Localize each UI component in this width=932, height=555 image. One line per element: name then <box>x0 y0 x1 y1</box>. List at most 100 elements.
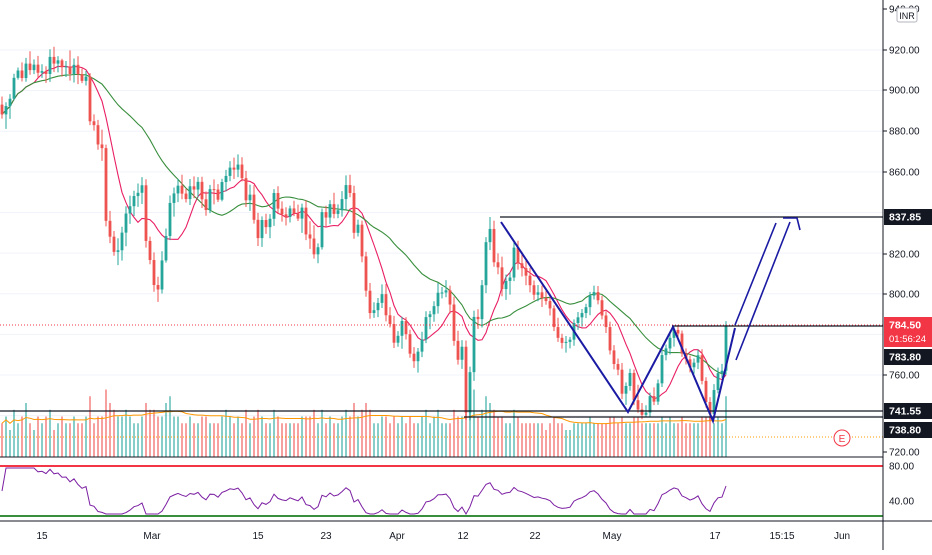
x-tick-label: Apr <box>389 531 405 542</box>
candle-body <box>476 316 480 320</box>
volume-bar <box>433 416 435 457</box>
volume-ma-line <box>1 410 727 425</box>
candle-body <box>44 71 48 74</box>
candle-body <box>164 236 168 261</box>
candle-body <box>108 220 112 237</box>
volume-bar <box>417 423 419 457</box>
volume-bar <box>569 430 571 457</box>
candle-body <box>64 66 68 68</box>
candles[interactable] <box>0 46 728 421</box>
candle-body <box>100 144 104 149</box>
currency-badge-box <box>896 7 918 23</box>
candle-body <box>380 294 384 303</box>
price-axis[interactable]: 940.00920.00900.00880.00860.00820.00800.… <box>882 0 920 550</box>
volume-bar <box>505 423 507 457</box>
candle-body <box>36 64 40 73</box>
volume-bar <box>561 423 563 457</box>
candle-body <box>56 60 60 64</box>
rsi-tick-label: 40.00 <box>889 497 914 508</box>
volume-bar <box>617 423 619 457</box>
candle-body <box>720 370 724 374</box>
price-label-837-85: 837.85 <box>884 209 932 225</box>
volume-bar <box>589 416 591 457</box>
volume-bar <box>397 423 399 457</box>
candle-body <box>568 339 572 342</box>
volume-bar <box>653 423 655 457</box>
candle-body <box>160 260 164 290</box>
moving-averages <box>1 65 727 400</box>
candle-body <box>332 204 336 214</box>
time-axis[interactable]: 15 Mar 15 23 Apr 12 22 May 17 15:15 Jun <box>36 531 850 542</box>
volume-bar <box>277 416 279 457</box>
candle-body <box>508 277 512 281</box>
candle-body <box>452 304 456 341</box>
volume-bar <box>53 430 55 457</box>
volume-bar <box>249 423 251 457</box>
volume-bar <box>233 423 235 457</box>
volume-bar <box>549 423 551 457</box>
volume-bar <box>121 416 123 457</box>
candle-body <box>392 324 396 343</box>
volume-bar <box>521 423 523 457</box>
candle-body <box>708 402 712 414</box>
candle-body <box>264 220 268 228</box>
candle-body <box>184 193 188 200</box>
candle-body <box>644 412 648 415</box>
volume-bar <box>193 423 195 457</box>
volume-bar <box>29 423 31 457</box>
candle-body <box>276 193 280 209</box>
volume-bar <box>457 416 459 457</box>
candle-body <box>148 240 152 261</box>
w-pattern-line <box>500 221 736 425</box>
candle-body <box>28 63 32 71</box>
candle-body <box>704 380 708 403</box>
volume-bar <box>697 423 699 457</box>
y-tick-label: 860.00 <box>889 168 920 179</box>
candle-body <box>304 207 308 235</box>
candle-body <box>532 285 536 295</box>
candle-body <box>132 196 136 207</box>
candle-body <box>552 308 556 328</box>
candle-body <box>716 373 720 391</box>
grid <box>0 49 883 417</box>
volume-ma <box>0 410 883 438</box>
candle-body <box>188 186 192 200</box>
earnings-letter: E <box>839 434 846 445</box>
volume-bar <box>213 423 215 457</box>
volume-bar <box>453 409 455 457</box>
candle-body <box>400 320 404 336</box>
candle-body <box>612 350 616 365</box>
volume-bar <box>481 409 483 457</box>
candle-body <box>280 208 284 215</box>
x-tick-label: Mar <box>143 531 161 542</box>
volume-bar <box>181 423 183 457</box>
candle-body <box>0 104 4 115</box>
volume-bar <box>353 403 355 457</box>
volume-bar <box>105 389 107 457</box>
candle-body <box>632 372 636 401</box>
price-label-value: 738.80 <box>889 425 921 437</box>
volume-bar <box>1 423 3 457</box>
pattern-drawing[interactable]: E <box>500 217 851 447</box>
candle-body <box>128 206 132 214</box>
volume-bar <box>93 423 95 457</box>
volume-bar <box>373 423 375 457</box>
candle-body <box>620 369 624 394</box>
volume-bar <box>69 423 71 457</box>
price-label-box <box>884 422 932 438</box>
candle-body <box>252 194 256 220</box>
volume-bar <box>253 416 255 457</box>
price-label-countdown: 01:56:24 <box>889 334 926 345</box>
candle-body <box>140 185 144 193</box>
candle-body <box>628 372 632 386</box>
volume-bar <box>17 423 19 457</box>
candle-body <box>564 341 568 343</box>
volume-bar <box>677 423 679 457</box>
volume-bar <box>637 416 639 457</box>
volume-bar <box>169 396 171 457</box>
projection-arrow-2 <box>735 221 791 361</box>
candle-body <box>368 290 372 314</box>
candle-body <box>84 76 88 81</box>
